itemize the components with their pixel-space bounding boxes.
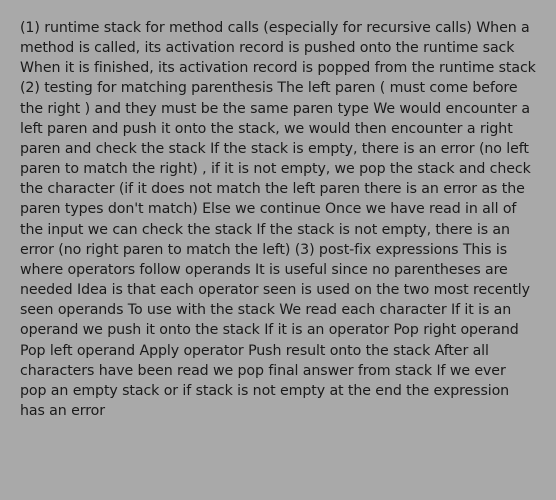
document-body-text: (1) runtime stack for method calls (espe… [20, 18, 536, 421]
